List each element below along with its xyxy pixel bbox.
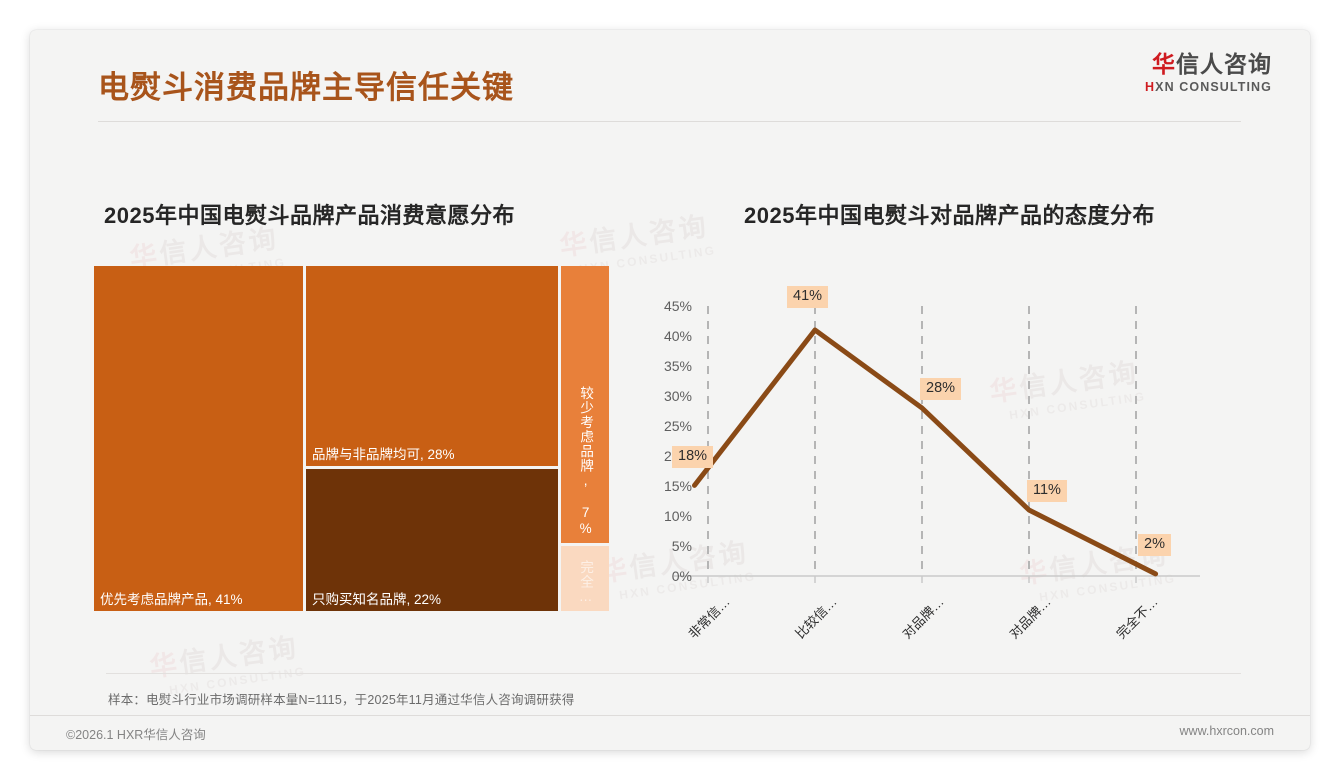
x-axis-tick: 完全不… bbox=[1113, 594, 1161, 642]
y-axis-tick: 30% bbox=[663, 388, 692, 404]
x-axis-tick: 比较信… bbox=[792, 594, 840, 642]
y-axis-tick: 25% bbox=[663, 418, 692, 434]
treemap-cell[interactable]: 较少考虑品牌, 7% bbox=[561, 266, 609, 543]
treemap-cell-label: 完全… bbox=[578, 560, 594, 605]
y-axis-tick: 45% bbox=[663, 298, 692, 314]
source-note: 样本：电熨斗行业市场调研样本量N=1115，于2025年11月通过华信人咨询调研… bbox=[108, 693, 575, 707]
line-chart-plot bbox=[674, 306, 1200, 583]
watermark-cn-rest: 信人咨询 bbox=[587, 211, 711, 258]
line-chart: 45% 40% 35% 30% 25% 20% 15% 10% 5% 0% bbox=[630, 266, 1250, 642]
logo-cn-red-char: 华 bbox=[1152, 51, 1176, 77]
treemap-cell-label: 品牌与非品牌均可, 28% bbox=[312, 446, 455, 462]
y-axis-tick: 40% bbox=[663, 328, 692, 344]
treemap-cell[interactable]: 只购买知名品牌, 22% bbox=[306, 469, 558, 611]
header-divider bbox=[98, 121, 1241, 122]
footer-divider bbox=[30, 715, 1310, 716]
x-axis-tick: 对品牌… bbox=[1006, 594, 1054, 642]
logo-english-text: HXN CONSULTING bbox=[1145, 80, 1272, 94]
slide-header: 电熨斗消费品牌主导信任关键 华信人咨询 HXN CONSULTING bbox=[30, 30, 1310, 122]
logo-chinese-text: 华信人咨询 bbox=[1145, 51, 1272, 78]
data-label: 2% bbox=[1138, 534, 1171, 556]
logo-en-red-char: H bbox=[1145, 79, 1156, 94]
treemap-cell-label: 较少考虑品牌, 7% bbox=[578, 386, 594, 537]
data-label: 41% bbox=[787, 286, 829, 308]
x-axis-tick: 对品牌… bbox=[899, 594, 947, 642]
x-axis-tick: 非常信… bbox=[685, 594, 733, 642]
right-chart-title: 2025年中国电熨斗对品牌产品的态度分布 bbox=[744, 203, 1155, 228]
data-label: 18% bbox=[672, 446, 714, 468]
left-chart-title: 2025年中国电熨斗品牌产品消费意愿分布 bbox=[104, 203, 515, 228]
y-axis-tick: 35% bbox=[663, 358, 692, 374]
treemap-cell[interactable]: 完全… bbox=[561, 546, 609, 611]
y-axis-tick: 5% bbox=[671, 538, 692, 554]
watermark-cn-hua: 华 bbox=[147, 648, 182, 683]
treemap-cell[interactable]: 品牌与非品牌均可, 28% bbox=[306, 266, 558, 466]
line-series bbox=[692, 327, 1159, 577]
data-label: 28% bbox=[920, 378, 962, 400]
watermark-cn-rest: 信人咨询 bbox=[177, 632, 301, 679]
footer-website[interactable]: www.hxrcon.com bbox=[1179, 724, 1274, 738]
y-axis-tick: 0% bbox=[671, 568, 692, 584]
watermark-cn-hua: 华 bbox=[557, 227, 592, 262]
treemap-cell[interactable]: 优先考虑品牌产品, 41% bbox=[94, 266, 303, 611]
company-logo: 华信人咨询 HXN CONSULTING bbox=[1145, 51, 1272, 94]
logo-cn-rest: 信人咨询 bbox=[1176, 51, 1272, 77]
footer-copyright: ©2026.1 HXR华信人咨询 bbox=[66, 728, 206, 742]
treemap-chart: 优先考虑品牌产品, 41% 品牌与非品牌均可, 28% 只购买知名品牌, 22%… bbox=[94, 266, 609, 611]
source-divider bbox=[106, 673, 1241, 674]
page-title: 电熨斗消费品牌主导信任关键 bbox=[98, 70, 514, 105]
y-axis-tick: 15% bbox=[663, 478, 692, 494]
watermark-cn-text: 华信人咨询 bbox=[557, 204, 715, 264]
data-label: 11% bbox=[1027, 480, 1067, 502]
logo-en-rest: XN CONSULTING bbox=[1155, 79, 1272, 94]
y-axis-tick: 10% bbox=[663, 508, 692, 524]
treemap-cell-label: 只购买知名品牌, 22% bbox=[312, 591, 442, 607]
watermark-cn-text: 华信人咨询 bbox=[147, 625, 305, 685]
slide-canvas: 华信人咨询 HXN CONSULTING 华信人咨询 HXN CONSULTIN… bbox=[30, 30, 1310, 750]
treemap-cell-label: 优先考虑品牌产品, 41% bbox=[100, 591, 243, 607]
